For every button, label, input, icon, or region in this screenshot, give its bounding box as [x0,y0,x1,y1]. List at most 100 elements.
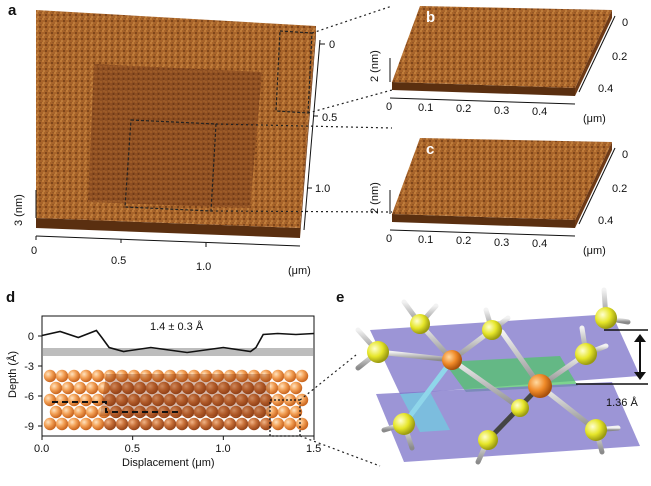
panel-b: b 2 (nm) 0 0.1 0.2 0.3 0.4 (μm) 0 0.2 0.… [369,6,628,125]
x-tick-d-3: 1.5 [306,443,321,455]
lattice-atom [175,369,189,383]
y-tick-c-0: 0 [622,149,628,161]
lattice-atom [49,405,63,419]
y-tick-b-2: 0.4 [598,83,613,95]
lattice-atom [67,393,81,407]
lattice-atom [85,405,99,419]
x-unit-b: (μm) [583,113,606,125]
x-tick-b-3: 0.3 [494,105,509,117]
lattice-atom [283,417,297,431]
lattice-atom [115,393,129,407]
lattice-atom [289,381,303,395]
lattice-atom [181,381,195,395]
panel-label-e: e [336,289,344,306]
z-axis-label-a: 3 (nm) [13,194,25,226]
lattice-atom [79,417,93,431]
lattice-atom [115,369,129,383]
etched-region [88,64,262,208]
x-tick-b-4: 0.4 [532,106,547,118]
x-tick-a-2: 1.0 [196,261,211,273]
lattice-atom [103,417,117,431]
lattice-atom [127,393,141,407]
lattice-atom [175,393,189,407]
y-tick-a-1: 0.5 [322,112,337,124]
lattice-atom [265,381,279,395]
y-tick-d-2: -6 [24,391,34,403]
lattice-atom [295,369,309,383]
lattice-atom [193,405,207,419]
x-tick-a-0: 0 [31,245,37,257]
x-axis-label-d: Displacement (μm) [122,457,215,469]
lattice-atom [43,393,57,407]
lattice-atom [139,417,153,431]
lattice-atom [163,393,177,407]
x-tick-b-1: 0.1 [418,102,433,114]
spacing-annotation: 1.36 Å [606,396,638,409]
lattice-atom [73,381,87,395]
lattice-atom [151,417,165,431]
lattice-atom [79,369,93,383]
lattice-atom [151,369,165,383]
lattice-atom [199,369,213,383]
y-tick-c-1: 0.2 [612,183,627,195]
lattice-atom [127,417,141,431]
lattice-atom [109,381,123,395]
lattice-atom [55,393,69,407]
lattice-atom [169,381,183,395]
y-tick-c-2: 0.4 [598,215,613,227]
lattice-atom [103,369,117,383]
lattice-atom [187,369,201,383]
step-annotation: 1.4 ± 0.3 Å [150,320,204,333]
lattice-atom [217,381,231,395]
y-axis-label-d: Depth (Å) [6,351,19,398]
lattice-atom [205,405,219,419]
lattice-atom [145,381,159,395]
x-tick-c-0: 0 [386,233,392,245]
lattice-atom [247,393,261,407]
x-tick-c-1: 0.1 [418,234,433,246]
lattice-atom [121,381,135,395]
lattice-atom [235,393,249,407]
lattice-atom [139,393,153,407]
lattice-atom [235,369,249,383]
lattice-atom [67,369,81,383]
lattice-atom [283,369,297,383]
zoom-box-e [269,399,301,437]
y-tick-b-0: 0 [622,17,628,29]
panel-d: d 1.4 ± 0.3 Å 0.0 0.5 1.0 1.5 0 -3 -6 -9 Depth … [6,289,321,469]
lattice-atom [211,417,225,431]
etched-layer [100,374,270,416]
x-tick-b-2: 0.2 [456,103,471,115]
plot-frame-d [41,315,315,437]
lattice-atom [259,393,273,407]
lattice-atom [223,417,237,431]
lattice-atom [175,417,189,431]
lattice-atom [97,405,111,419]
y-tick-d-0: 0 [28,331,34,343]
lattice-atom [187,417,201,431]
lattice-atom [259,369,273,383]
panel-c: c 2 (nm) 0 0.1 0.2 0.3 0.4 (μm) 0 0.2 0.… [369,138,628,257]
x-unit-a: (μm) [288,265,311,277]
x-tick-d-1: 0.5 [125,443,140,455]
lattice-atom [91,393,105,407]
panel-a: a 3 (nm) 0 0.5 1.0 (μm) 0 0.5 1.0 [8,2,393,277]
lattice-atom [247,417,261,431]
lattice-atom [289,405,303,419]
lattice-atom [61,381,75,395]
lattice-atom [49,381,63,395]
lattice-atom [73,405,87,419]
lattice-atom [163,369,177,383]
lattice-atom [133,381,147,395]
depth-profile [41,329,315,354]
x-tick-c-2: 0.2 [456,235,471,247]
lattice-atom [187,393,201,407]
lattice-atom [223,393,237,407]
y-tick-a-0: 0 [329,39,335,51]
x-tick-d-0: 0.0 [34,443,49,455]
panel-label-a: a [8,2,17,19]
lattice-atom [241,405,255,419]
x-unit-c: (μm) [583,245,606,257]
x-tick-c-3: 0.3 [494,237,509,249]
